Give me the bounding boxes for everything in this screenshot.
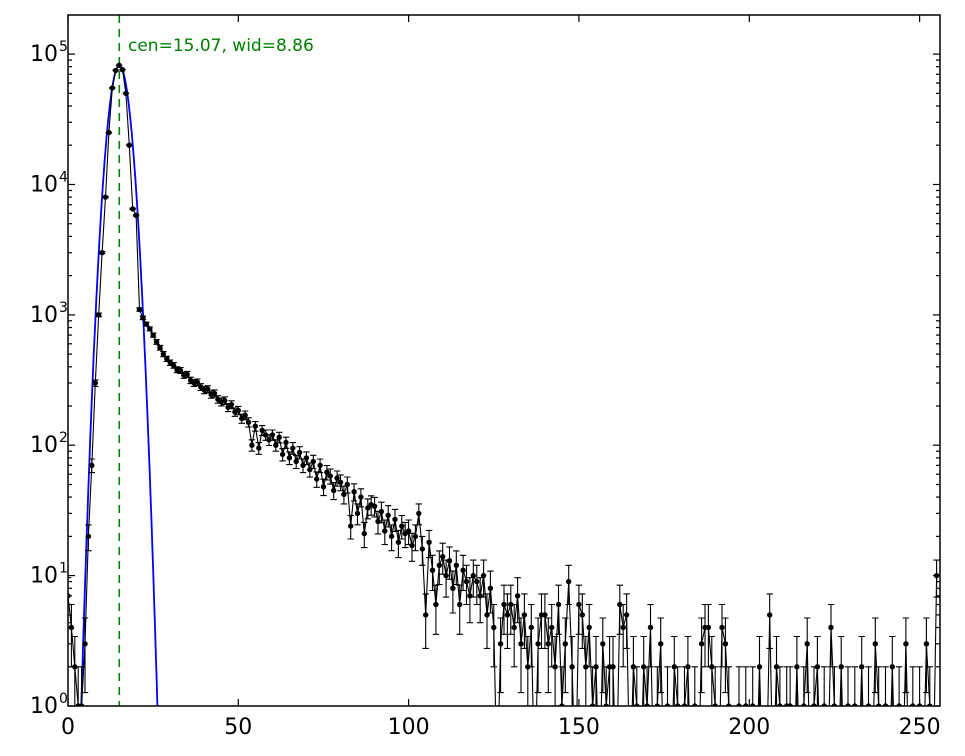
svg-text:101: 101 xyxy=(30,561,68,589)
histogram-line xyxy=(68,64,938,706)
svg-text:104: 104 xyxy=(30,170,68,198)
svg-text:50: 50 xyxy=(224,715,252,740)
svg-text:105: 105 xyxy=(30,39,68,67)
axes-frame xyxy=(67,14,941,707)
error-bars xyxy=(68,64,940,706)
svg-text:103: 103 xyxy=(30,300,68,328)
gaussian-fit-curve xyxy=(80,64,159,706)
svg-text:250: 250 xyxy=(899,715,941,740)
fit-annotation: cen=15.07, wid=8.86 xyxy=(128,36,314,56)
data-markers xyxy=(68,62,940,706)
svg-text:0: 0 xyxy=(61,715,75,740)
svg-text:100: 100 xyxy=(30,691,68,719)
svg-text:200: 200 xyxy=(728,715,770,740)
svg-text:150: 150 xyxy=(558,715,600,740)
svg-text:102: 102 xyxy=(30,430,68,458)
y-tick-labels: 100 101 102 103 104 105 xyxy=(30,39,68,719)
x-tick-labels: 0 50 100 150 200 250 xyxy=(61,715,941,740)
svg-text:100: 100 xyxy=(388,715,430,740)
plot-area xyxy=(68,15,940,706)
tick-marks xyxy=(67,15,940,707)
